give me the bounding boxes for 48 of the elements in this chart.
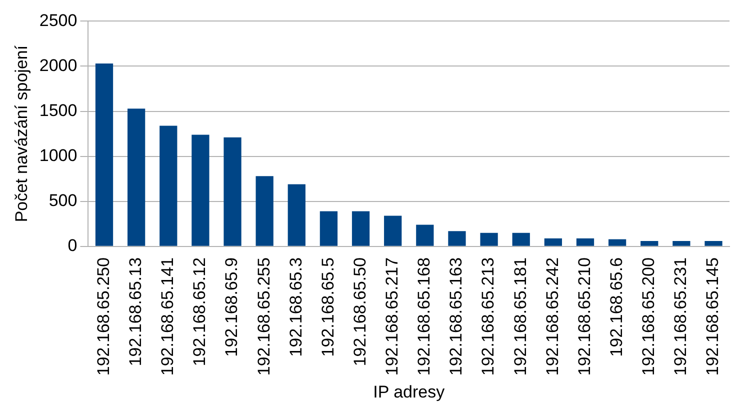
bar xyxy=(384,216,402,246)
bar xyxy=(672,241,690,246)
y-tick-label: 2000 xyxy=(39,56,78,75)
x-tick-label: 192.168.65.255 xyxy=(254,257,274,376)
bar xyxy=(288,184,306,246)
bar xyxy=(352,211,370,246)
x-tick-label: 192.168.65.242 xyxy=(542,257,562,376)
bar xyxy=(256,176,274,246)
x-tick-label: 192.168.65.163 xyxy=(446,257,466,376)
bar xyxy=(416,224,434,246)
x-tick-label: 192.168.65.181 xyxy=(510,257,530,376)
bar xyxy=(512,232,530,246)
x-tick-label: 192.168.65.210 xyxy=(574,257,594,376)
x-tick-label: 192.168.65.6 xyxy=(606,257,626,357)
y-tick-label: 500 xyxy=(48,191,78,210)
x-tick-label: 192.168.65.13 xyxy=(126,257,146,366)
bar xyxy=(448,231,466,246)
x-tick-label: 192.168.65.250 xyxy=(94,257,113,376)
bar xyxy=(95,64,114,246)
x-tick-label: 192.168.65.12 xyxy=(190,257,210,366)
bar xyxy=(224,137,242,246)
x-tick-label: 192.168.65.141 xyxy=(158,257,178,376)
x-tick-label: 192.168.65.213 xyxy=(478,257,498,376)
bar xyxy=(544,238,562,246)
x-tick-label: 192.168.65.231 xyxy=(671,257,690,376)
x-tick-label: 192.168.65.217 xyxy=(382,257,402,376)
x-tick-label: 192.168.65.5 xyxy=(318,257,338,357)
bar xyxy=(128,108,146,246)
bar xyxy=(192,134,210,246)
x-tick-label: 192.168.65.50 xyxy=(350,257,370,366)
bar xyxy=(608,239,626,246)
bar xyxy=(640,241,658,246)
x-tick-label: 192.168.65.9 xyxy=(222,257,242,357)
x-tick-label: 192.168.65.145 xyxy=(703,257,722,376)
y-tick-label: 0 xyxy=(68,236,78,256)
x-tick-label: 192.168.65.3 xyxy=(286,257,306,357)
y-tick-label: 2500 xyxy=(39,10,78,30)
bar xyxy=(704,241,722,246)
bar xyxy=(480,232,498,246)
x-tick-label: 192.168.65.200 xyxy=(639,257,658,376)
y-tick-label: 1500 xyxy=(39,100,78,120)
y-tick-label: 1000 xyxy=(39,146,78,166)
x-axis-title: IP adresy xyxy=(373,382,446,402)
bar xyxy=(160,126,178,246)
bar xyxy=(576,238,594,246)
x-tick-label: 192.168.65.168 xyxy=(414,257,434,376)
y-axis-title: Počet navázání spojení xyxy=(12,45,31,222)
bar xyxy=(320,211,338,246)
